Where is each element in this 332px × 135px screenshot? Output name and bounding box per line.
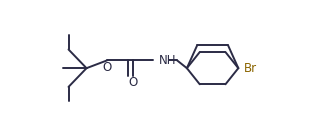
Text: Br: Br <box>243 62 257 75</box>
Text: O: O <box>128 76 137 89</box>
Text: O: O <box>103 61 112 74</box>
Text: NH: NH <box>159 54 176 67</box>
